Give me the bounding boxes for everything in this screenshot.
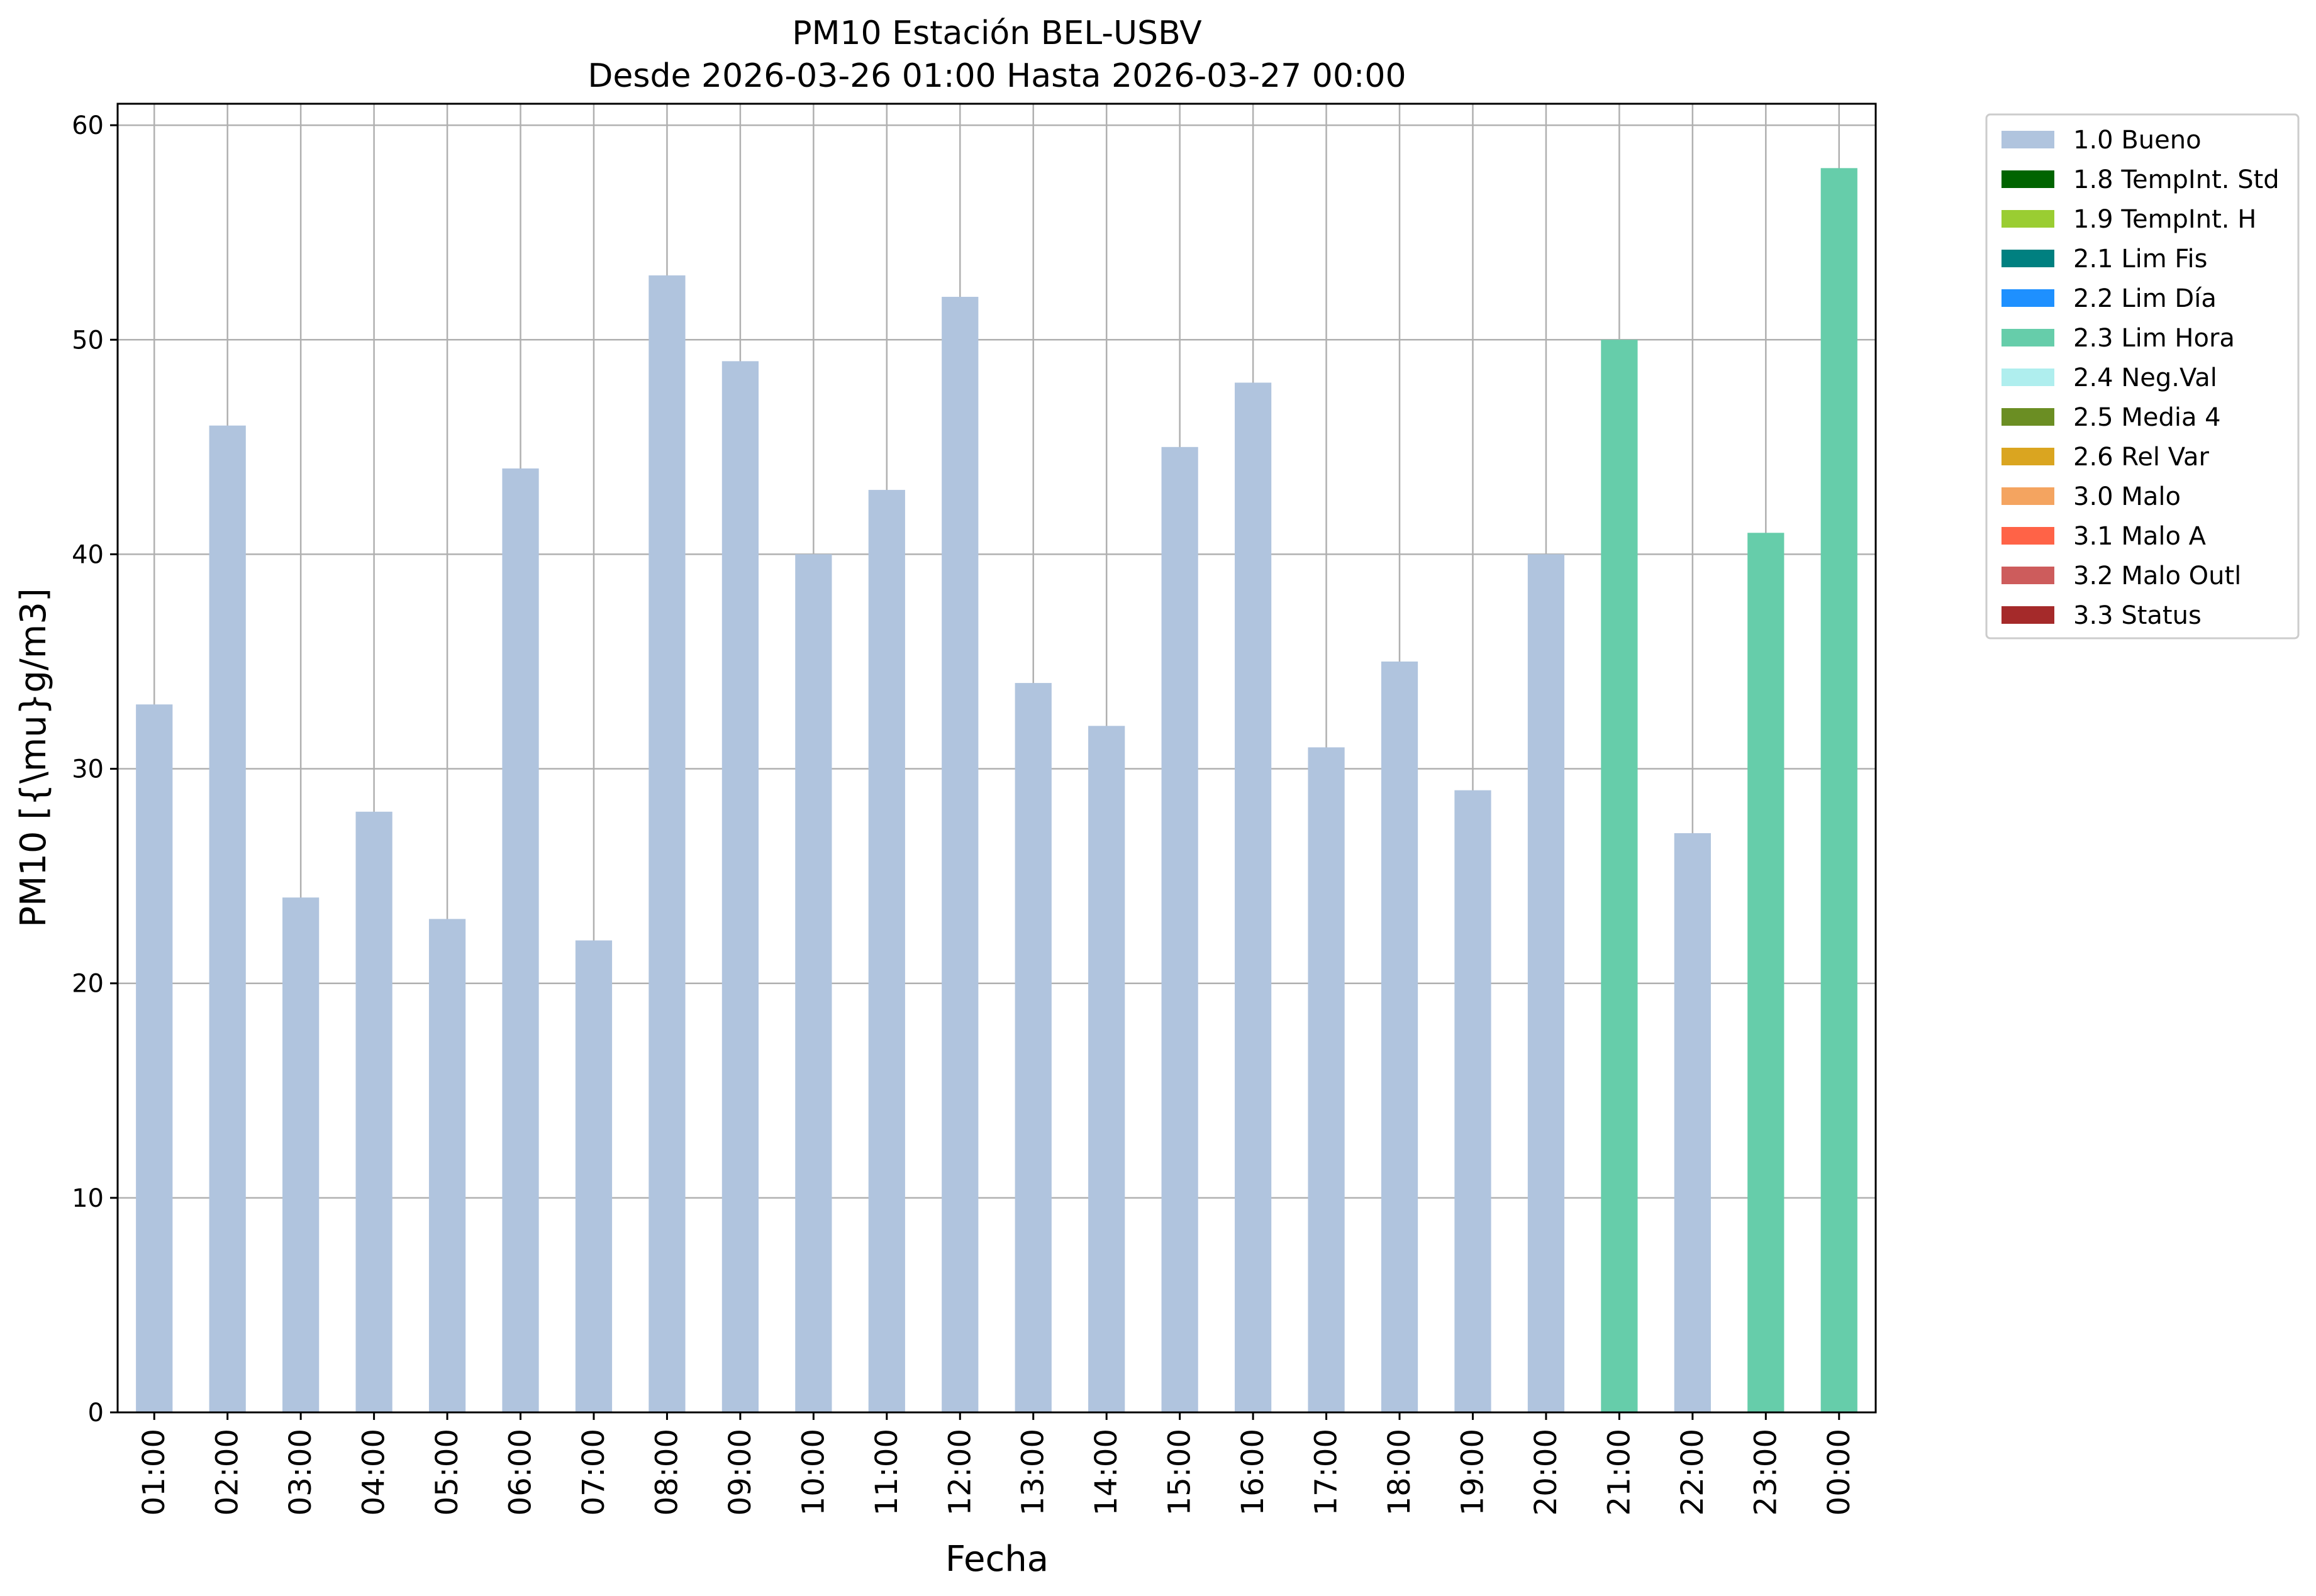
bar: [355, 811, 392, 1412]
bar: [1234, 382, 1272, 1412]
plot-frame: [116, 103, 1877, 1414]
bar: [282, 897, 320, 1412]
chart-title: PM10 Estación BEL-USBV: [792, 14, 1202, 52]
bar: [502, 468, 539, 1412]
legend-swatch: [2001, 606, 2054, 624]
legend-entry: 2.1 Lim Fis: [2073, 245, 2207, 274]
x-axis-ticks: 01:00 02:00 03:00 04:00 05:00 06:00 07:00 08:00…: [136, 1412, 1857, 1516]
bar: [1820, 168, 1857, 1413]
legend-swatch: [2001, 131, 2054, 148]
legend-swatch: [2001, 289, 2054, 307]
bar: [795, 554, 832, 1412]
bar: [1161, 446, 1198, 1412]
bar: [428, 919, 466, 1412]
legend: 1.0 Bueno 1.8 TempInt. Std 1.9 TempInt. H 2…: [1985, 113, 2300, 640]
legend-entry: 3.2 Malo Outl: [2073, 562, 2241, 590]
x-tick-label: 19:00: [1455, 1429, 1490, 1516]
x-tick-label: 01:00: [136, 1429, 172, 1516]
legend-swatch: [2001, 448, 2054, 465]
legend-entry: 2.3 Lim Hora: [2073, 324, 2235, 353]
y-tick-label: 0: [88, 1399, 104, 1427]
x-tick-label: 00:00: [1822, 1429, 1857, 1516]
x-tick-label: 06:00: [503, 1429, 538, 1516]
x-tick-label: 10:00: [796, 1429, 831, 1516]
y-axis-ticks: 0 10 20 30 40 50 60: [72, 111, 118, 1427]
x-tick-label: 14:00: [1089, 1429, 1124, 1516]
legend-swatch: [2001, 487, 2054, 505]
x-tick-label: 11:00: [869, 1429, 905, 1516]
bar: [1601, 340, 1638, 1413]
y-tick-label: 10: [72, 1184, 104, 1213]
x-tick-label: 23:00: [1748, 1429, 1783, 1516]
legend-swatch: [2001, 408, 2054, 426]
bar: [1015, 683, 1052, 1412]
bars: [136, 168, 1857, 1413]
x-tick-label: 07:00: [576, 1429, 611, 1516]
legend-entry: 1.9 TempInt. H: [2073, 205, 2256, 234]
bar: [721, 361, 759, 1412]
legend-swatch: [2001, 210, 2054, 228]
bar: [575, 940, 613, 1412]
legend-swatch: [2001, 567, 2054, 584]
x-tick-label: 08:00: [649, 1429, 684, 1516]
legend-entry: 2.5 Media 4: [2073, 403, 2221, 432]
chart-subtitle: Desde 2026-03-26 01:00 Hasta 2026-03-27 …: [587, 57, 1406, 95]
x-tick-label: 20:00: [1528, 1429, 1564, 1516]
bar: [868, 490, 905, 1412]
bar: [1088, 726, 1125, 1412]
x-tick-label: 16:00: [1235, 1429, 1271, 1516]
x-tick-label: 03:00: [283, 1429, 318, 1516]
bar: [1674, 833, 1711, 1412]
x-tick-label: 15:00: [1162, 1429, 1198, 1516]
bar: [209, 425, 246, 1412]
y-tick-label: 40: [72, 540, 104, 569]
y-tick-label: 50: [72, 326, 104, 355]
legend-swatch: [2001, 369, 2054, 386]
bar: [1747, 533, 1784, 1412]
legend-entry: 3.1 Malo A: [2073, 522, 2207, 551]
legend-entry: 2.4 Neg.Val: [2073, 363, 2217, 392]
bar: [136, 704, 173, 1412]
bar: [1381, 661, 1418, 1412]
legend-entry: 2.6 Rel Var: [2073, 443, 2210, 472]
legend-entry: 3.3 Status: [2073, 601, 2202, 630]
x-axis-label: Fecha: [945, 1539, 1049, 1580]
bar: [1454, 790, 1491, 1412]
legend-frame: [1985, 113, 2300, 640]
x-tick-label: 05:00: [430, 1429, 465, 1516]
legend-swatch: [2001, 329, 2054, 346]
bar: [1308, 747, 1345, 1412]
y-axis-label: PM10 [{\mu}g/m3]: [13, 588, 54, 928]
x-tick-label: 22:00: [1675, 1429, 1710, 1516]
legend-entry: 3.0 Malo: [2073, 482, 2181, 511]
y-tick-label: 60: [72, 111, 104, 140]
x-tick-label: 18:00: [1382, 1429, 1417, 1516]
x-tick-label: 13:00: [1016, 1429, 1051, 1516]
bar: [1527, 554, 1565, 1412]
x-tick-label: 04:00: [357, 1429, 392, 1516]
legend-swatch: [2001, 170, 2054, 188]
legend-entry: 2.2 Lim Día: [2073, 284, 2217, 313]
y-tick-label: 30: [72, 755, 104, 784]
x-tick-label: 21:00: [1601, 1429, 1637, 1516]
x-tick-label: 12:00: [942, 1429, 977, 1516]
y-tick-label: 20: [72, 970, 104, 999]
legend-entry: 1.8 TempInt. Std: [2073, 165, 2280, 194]
legend-entry: 1.0 Bueno: [2073, 126, 2202, 155]
legend-swatch: [2001, 527, 2054, 545]
legend-swatch: [2001, 250, 2054, 267]
x-tick-label: 17:00: [1309, 1429, 1344, 1516]
bar: [942, 297, 979, 1413]
bar: [649, 275, 686, 1413]
x-tick-label: 09:00: [723, 1429, 758, 1516]
x-tick-label: 02:00: [210, 1429, 245, 1516]
